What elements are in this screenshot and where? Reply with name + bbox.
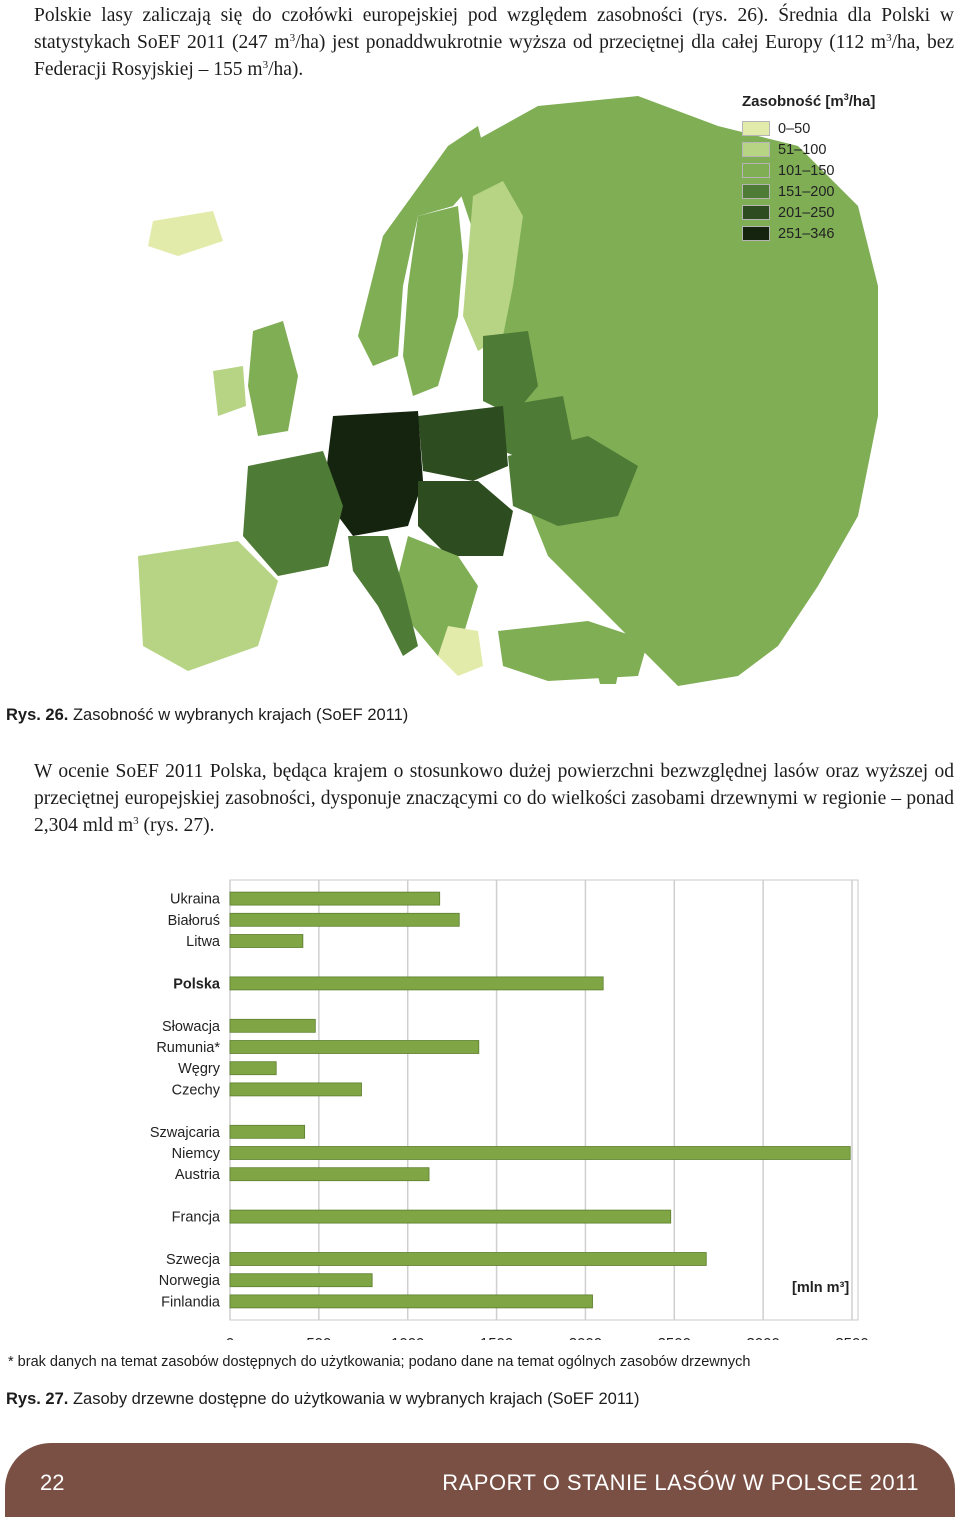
map-region-baltics bbox=[483, 331, 538, 416]
category-label: Austria bbox=[175, 1167, 221, 1183]
map-region-britain bbox=[248, 321, 298, 436]
legend-swatch bbox=[742, 184, 770, 199]
map-region-finland bbox=[463, 181, 523, 351]
chart-category-labels: Ukraina Białoruś Litwa Polska Słowacja Rumuni… bbox=[150, 892, 221, 1311]
category-label: Ukraina bbox=[170, 892, 221, 908]
bar bbox=[229, 1061, 277, 1076]
category-label: Polska bbox=[173, 976, 221, 992]
figure-caption-27: Rys. 27. Zasoby drzewne dostępne do użyt… bbox=[6, 1390, 640, 1408]
map-region-poland bbox=[418, 406, 508, 481]
second-paragraph: W ocenie SoEF 2011 Polska, będąca krajem… bbox=[34, 761, 954, 836]
x-tick-label: 2000 bbox=[569, 1335, 602, 1340]
report-title: RAPORT O STANIE LASÓW W POLSCE 2011 bbox=[442, 1470, 919, 1495]
x-tick-label: 500 bbox=[306, 1335, 331, 1340]
category-label: Szwecja bbox=[166, 1252, 221, 1268]
plot-area bbox=[229, 879, 859, 1321]
legend-label: 51–100 bbox=[778, 141, 827, 158]
map-region-italy bbox=[348, 536, 418, 656]
map-region-russia bbox=[448, 96, 878, 686]
map-region-balkans bbox=[398, 536, 478, 656]
legend-title: Zasobność [m3/ha] bbox=[742, 92, 876, 110]
legend-label: 151–200 bbox=[778, 183, 835, 200]
chart-tick-labels: 0 500 1000 1500 2000 2500 3000 3500 bbox=[226, 1335, 869, 1340]
legend-swatch bbox=[742, 226, 770, 241]
chart-unit-label: [mln m³] bbox=[792, 1280, 849, 1296]
bar bbox=[229, 912, 460, 927]
figure-caption-26: Rys. 26. Zasobność w wybranych krajach (… bbox=[6, 706, 409, 724]
timber-resources-bar-chart: Ukraina Białoruś Litwa Polska Słowacja Rumuni… bbox=[150, 879, 869, 1340]
x-tick-label: 1500 bbox=[480, 1335, 513, 1340]
legend-item: 0–50 bbox=[742, 118, 875, 139]
category-label: Białoruś bbox=[168, 913, 220, 929]
legend-item: 251–346 bbox=[742, 223, 875, 244]
category-label: Finlandia bbox=[161, 1294, 221, 1310]
bar bbox=[229, 976, 604, 991]
category-label: Francja bbox=[172, 1210, 221, 1226]
legend-swatch bbox=[742, 163, 770, 178]
map-region-iceland bbox=[148, 211, 223, 256]
bar bbox=[229, 934, 304, 948]
category-label: Litwa bbox=[186, 934, 221, 950]
category-label: Niemcy bbox=[172, 1146, 221, 1162]
map-region-greece bbox=[438, 626, 483, 676]
legend-item: 101–150 bbox=[742, 160, 875, 181]
x-tick-label: 0 bbox=[226, 1335, 234, 1340]
bar bbox=[229, 1082, 362, 1097]
map-illustration bbox=[138, 96, 878, 686]
legend-label: 251–346 bbox=[778, 225, 835, 242]
map-region-france bbox=[243, 451, 343, 576]
intro-paragraph: Polskie lasy zaliczają się do czołówki e… bbox=[34, 5, 955, 80]
x-tick-label: 3000 bbox=[746, 1335, 779, 1340]
bar bbox=[229, 1124, 306, 1139]
legend-swatch bbox=[742, 121, 770, 136]
map-region-norway bbox=[358, 126, 488, 366]
bar bbox=[229, 1209, 672, 1224]
category-label: Norwegia bbox=[159, 1273, 221, 1289]
x-tick-label: 3500 bbox=[835, 1335, 868, 1340]
map-region-sweden bbox=[403, 206, 463, 396]
map-region-central bbox=[323, 411, 423, 536]
category-label: Czechy bbox=[172, 1082, 221, 1098]
map-region-turkey bbox=[498, 621, 648, 681]
legend-swatch bbox=[742, 205, 770, 220]
map-region-iberia bbox=[138, 541, 278, 671]
legend-label: 101–150 bbox=[778, 162, 835, 179]
bar bbox=[229, 1040, 480, 1054]
x-tick-label: 2500 bbox=[658, 1335, 691, 1340]
bar bbox=[229, 1018, 316, 1033]
legend-item: 51–100 bbox=[742, 139, 875, 160]
x-tick-label: 1000 bbox=[391, 1335, 424, 1340]
map-region-ireland bbox=[213, 366, 246, 416]
bar bbox=[229, 891, 441, 906]
chart-footnote: * brak danych na temat zasobów dostępnyc… bbox=[8, 1354, 751, 1370]
category-label: Słowacja bbox=[162, 1019, 221, 1035]
legend-label: 0–50 bbox=[778, 120, 811, 137]
map-region-carpathian bbox=[418, 481, 513, 556]
legend-label: 201–250 bbox=[778, 204, 835, 221]
map-region-cyprus bbox=[598, 674, 618, 684]
category-label: Szwajcaria bbox=[150, 1125, 221, 1141]
legend-item: 201–250 bbox=[742, 202, 875, 223]
bar bbox=[229, 1273, 373, 1288]
legend-item: 151–200 bbox=[742, 181, 875, 202]
europe-forest-map bbox=[118, 86, 898, 696]
chart-bars bbox=[229, 891, 851, 1309]
bar bbox=[229, 1167, 430, 1182]
map-region-ukraine bbox=[508, 436, 638, 526]
legend-items: 0–50 51–100 101–150 151–200 201–250 251–346 bbox=[742, 118, 875, 244]
category-label: Rumunia* bbox=[156, 1040, 220, 1056]
page-number: 22 bbox=[40, 1470, 65, 1495]
bar bbox=[229, 1252, 707, 1266]
legend-swatch bbox=[742, 142, 770, 157]
bar bbox=[229, 1294, 593, 1309]
category-label: Węgry bbox=[178, 1061, 221, 1077]
page-footer: 22 RAPORT O STANIE LASÓW W POLSCE 2011 bbox=[5, 1443, 955, 1517]
map-legend: Zasobność [m3/ha] 0–50 51–100 101–150 151–2… bbox=[742, 92, 875, 244]
chart-grid bbox=[229, 879, 859, 1321]
bar bbox=[229, 1146, 851, 1160]
